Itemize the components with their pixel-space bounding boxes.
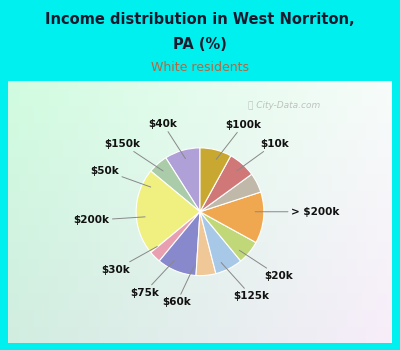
Text: $50k: $50k: [90, 166, 151, 187]
Text: White residents: White residents: [151, 61, 249, 74]
Wedge shape: [166, 148, 200, 212]
Text: $30k: $30k: [101, 246, 157, 274]
Text: $40k: $40k: [148, 119, 186, 159]
Wedge shape: [200, 148, 231, 212]
Text: $150k: $150k: [104, 139, 163, 171]
Text: Income distribution in West Norriton,: Income distribution in West Norriton,: [45, 12, 355, 27]
Wedge shape: [200, 174, 261, 212]
Text: $100k: $100k: [216, 120, 261, 159]
Wedge shape: [200, 212, 256, 261]
Wedge shape: [200, 192, 264, 243]
Wedge shape: [200, 212, 241, 274]
Wedge shape: [151, 212, 200, 261]
Text: $10k: $10k: [237, 139, 289, 171]
Text: $20k: $20k: [239, 250, 293, 281]
Wedge shape: [200, 156, 252, 212]
Text: > $200k: > $200k: [255, 207, 339, 217]
Text: $75k: $75k: [130, 260, 174, 298]
Wedge shape: [136, 171, 200, 252]
Wedge shape: [159, 212, 200, 275]
Wedge shape: [151, 158, 200, 212]
Text: ⓘ City-Data.com: ⓘ City-Data.com: [248, 102, 321, 111]
Wedge shape: [196, 212, 216, 275]
Text: $200k: $200k: [74, 215, 145, 225]
Text: PA (%): PA (%): [173, 37, 227, 52]
Text: $125k: $125k: [221, 262, 269, 301]
Text: $60k: $60k: [163, 266, 194, 307]
